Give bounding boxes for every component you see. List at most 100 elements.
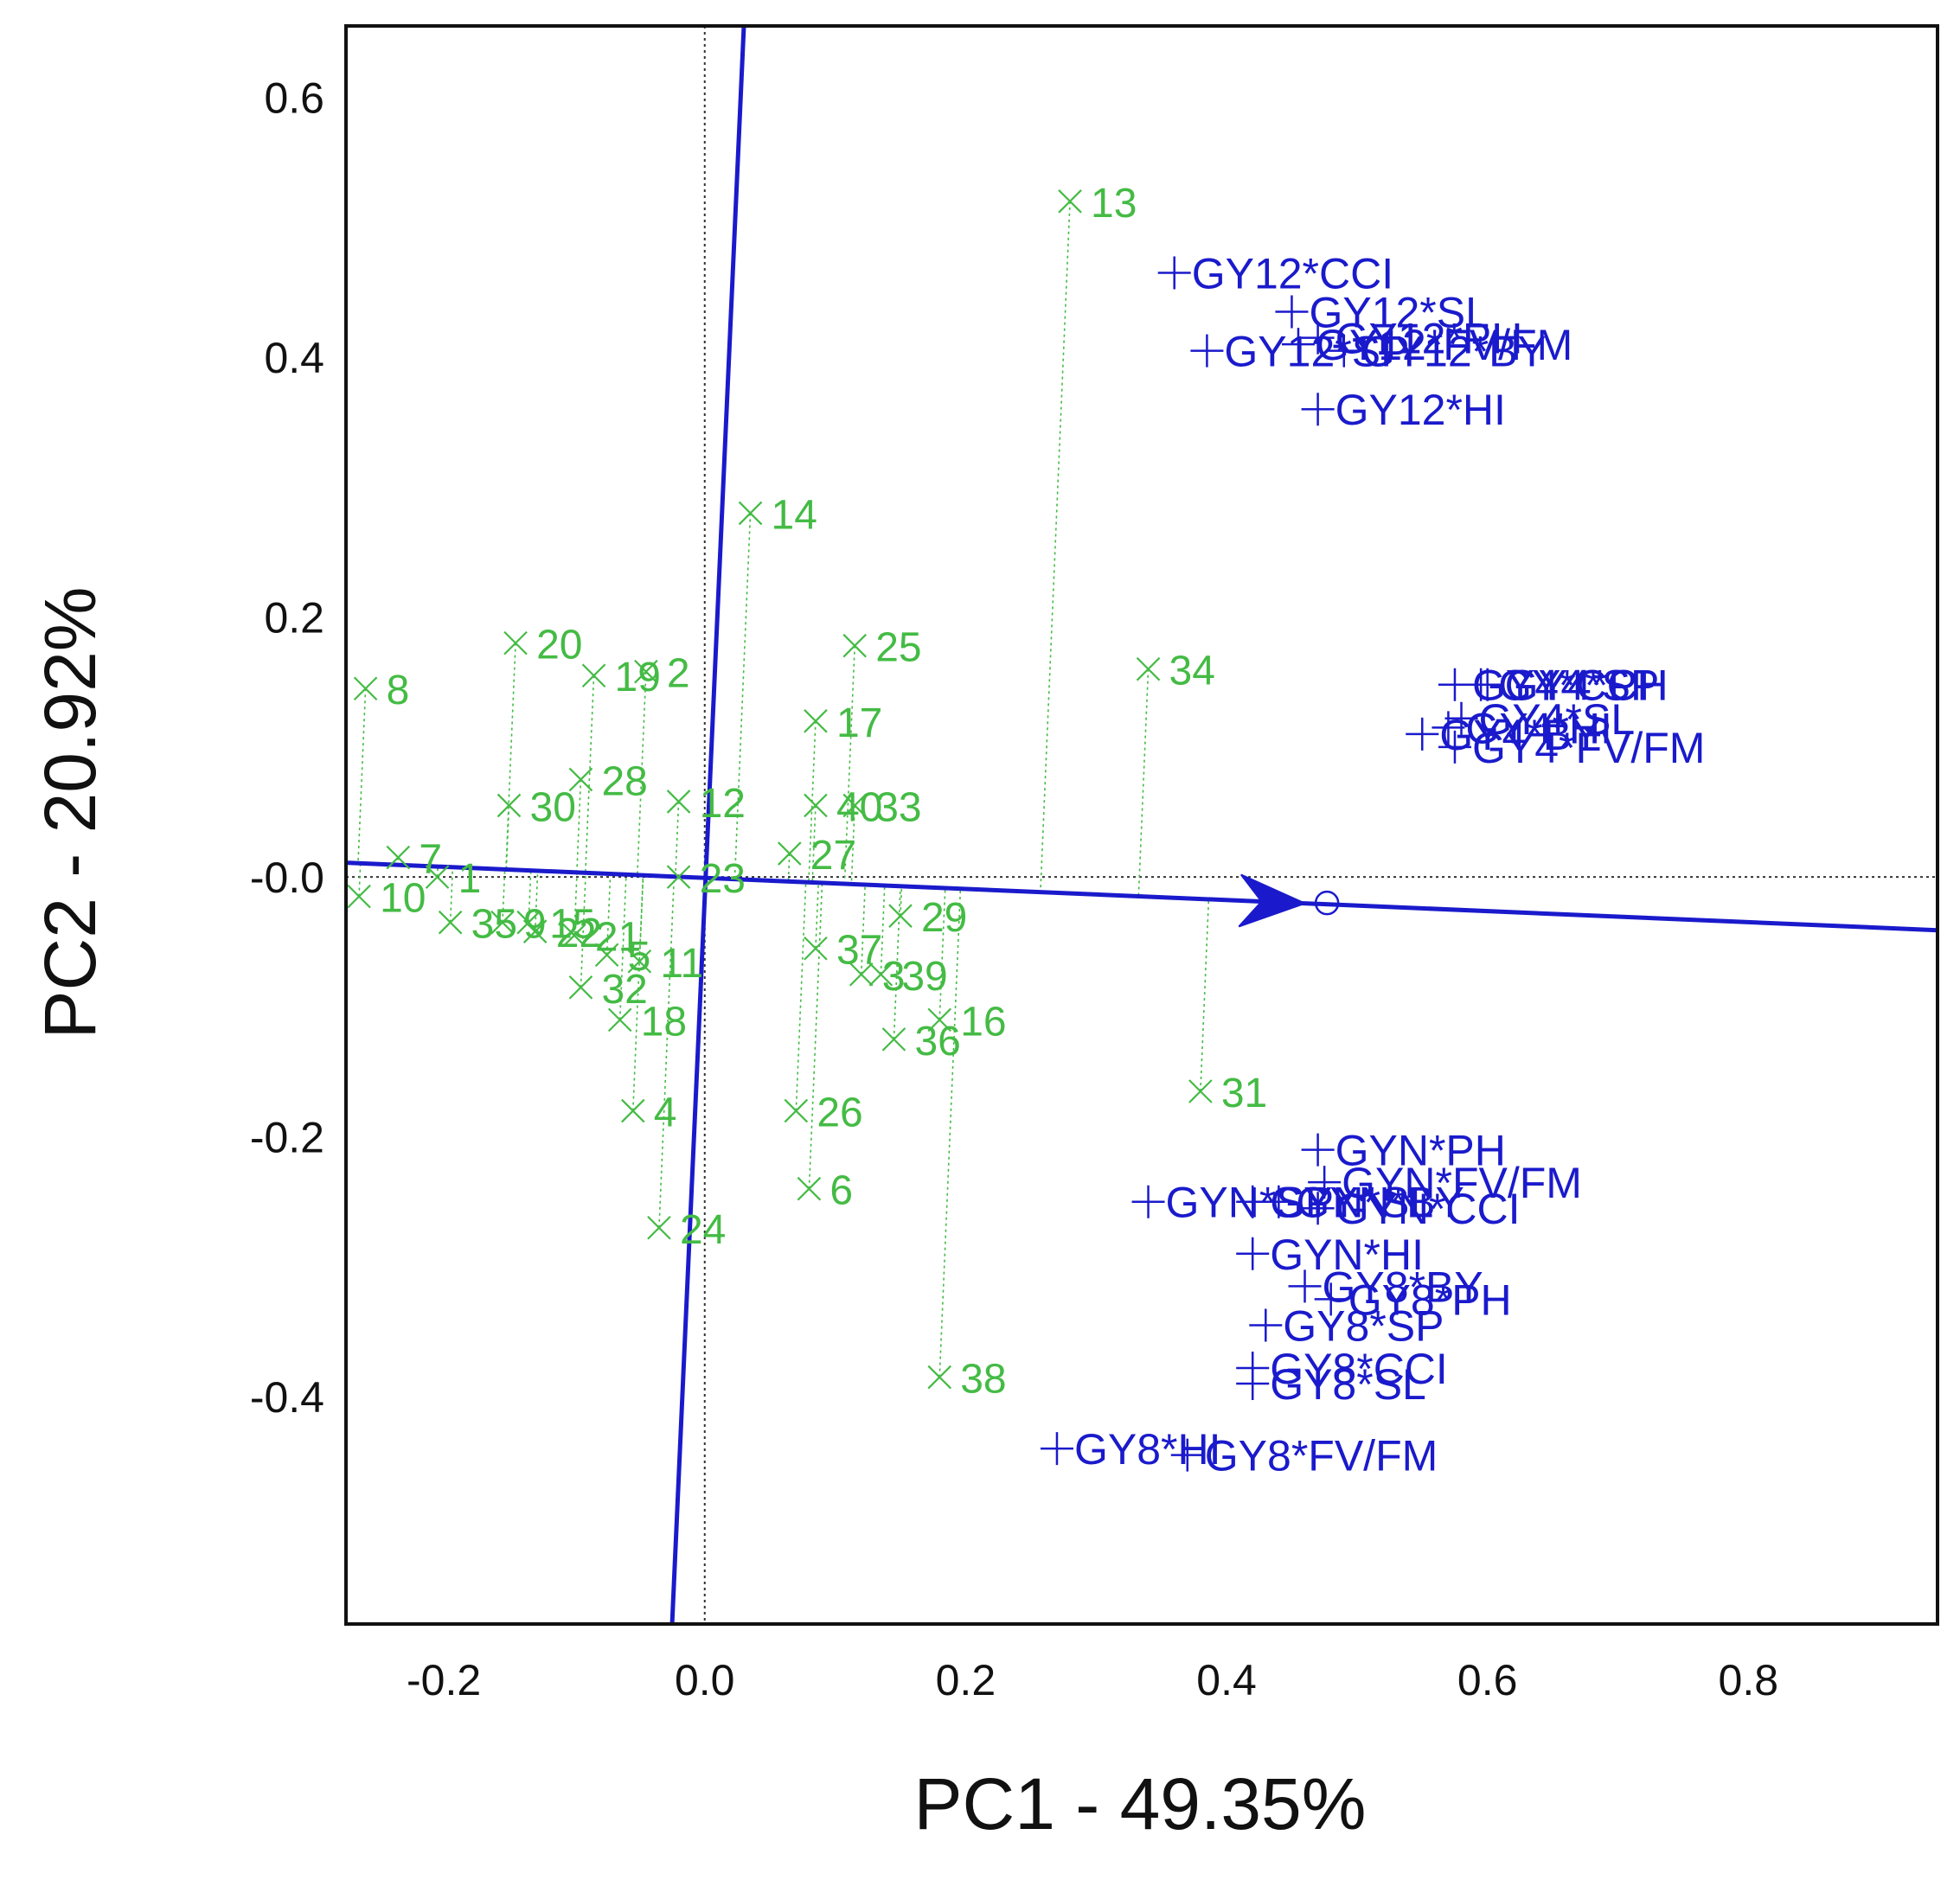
genotype-marker bbox=[581, 663, 606, 687]
trait-marker bbox=[1040, 1432, 1073, 1466]
trait-label: GY4*BY bbox=[1439, 711, 1600, 759]
projection-line bbox=[505, 805, 510, 870]
trait-marker bbox=[1157, 256, 1191, 290]
trait-label: GY8*SP bbox=[1283, 1301, 1444, 1350]
projection-line bbox=[618, 874, 627, 1020]
genotype-label: 3 bbox=[882, 954, 906, 1000]
trait-marker bbox=[1262, 1185, 1296, 1218]
projection-line bbox=[658, 876, 676, 1228]
projection-line bbox=[811, 805, 817, 883]
trait-label: GY12*FV/FM bbox=[1316, 321, 1572, 369]
trait-label: GYN*FV/FM bbox=[1342, 1159, 1582, 1207]
projection-line bbox=[1200, 898, 1210, 1092]
x-tick-label: -0.2 bbox=[407, 1656, 481, 1704]
genotype-marker bbox=[927, 1007, 952, 1033]
genotype-marker bbox=[842, 793, 867, 818]
genotype-label: 38 bbox=[960, 1357, 1006, 1403]
genotype-projection-lines bbox=[357, 201, 1210, 1378]
genotype-label: 11 bbox=[660, 941, 703, 987]
genotype-label: 37 bbox=[836, 928, 882, 974]
trait-marker bbox=[1301, 1133, 1335, 1167]
genotype-marker bbox=[804, 936, 828, 961]
average-environment-axis bbox=[345, 860, 1938, 933]
projection-line bbox=[528, 870, 532, 923]
trait-label: GY8*HI bbox=[1074, 1425, 1221, 1474]
trait-marker bbox=[1314, 1282, 1348, 1316]
genotype-marker bbox=[594, 943, 619, 968]
projection-line bbox=[675, 801, 680, 877]
projection-line bbox=[900, 886, 903, 917]
projection-line bbox=[795, 882, 807, 1111]
genotype-marker bbox=[425, 865, 450, 889]
genotype-label: 27 bbox=[810, 833, 856, 879]
trait-marker bbox=[1444, 701, 1478, 735]
genotype-marker bbox=[568, 767, 593, 792]
projection-line bbox=[815, 882, 820, 949]
genotype-label: 18 bbox=[641, 999, 687, 1045]
genotype-marker bbox=[797, 1176, 822, 1201]
genotype-label: 25 bbox=[875, 625, 921, 671]
projection-line bbox=[880, 885, 886, 975]
projection-line bbox=[808, 882, 823, 1189]
genotype-label: 5 bbox=[628, 934, 651, 980]
x-axis-ticks: -0.2 0.0 0.2 0.4 0.6 0.8 bbox=[407, 1656, 1778, 1704]
trait-label: GY4*SL bbox=[1479, 695, 1636, 744]
genotype-label: 26 bbox=[817, 1090, 862, 1136]
trait-marker bbox=[1432, 711, 1465, 745]
projection-line bbox=[576, 779, 582, 873]
projection-line bbox=[850, 805, 855, 885]
genotype-marker bbox=[1188, 1079, 1213, 1103]
trait-marker bbox=[1301, 393, 1335, 426]
plot-frame bbox=[344, 24, 1939, 1626]
genotype-label: 8 bbox=[387, 668, 410, 713]
genotype-label: 34 bbox=[1169, 649, 1215, 694]
genotype-label: 6 bbox=[829, 1168, 853, 1214]
genotype-label: 32 bbox=[601, 967, 647, 1013]
genotype-label: 21 bbox=[595, 915, 641, 961]
x-tick-label: 0.6 bbox=[1457, 1656, 1518, 1704]
genotype-marker bbox=[347, 884, 371, 909]
genotype-marker bbox=[621, 1098, 645, 1123]
y-axis-title: PC2 - 20.92% bbox=[29, 587, 111, 1039]
trait-label: GY8*FV/FM bbox=[1205, 1432, 1438, 1480]
projection-line bbox=[436, 866, 439, 878]
genotype-marker bbox=[568, 975, 593, 1000]
genotype-label: 14 bbox=[772, 492, 817, 538]
trait-label: GYN*BY bbox=[1296, 1179, 1464, 1227]
projection-line bbox=[1137, 668, 1150, 897]
trait-label: GY8*PH bbox=[1348, 1276, 1512, 1324]
biplot-axes bbox=[345, 25, 1938, 1625]
genotype-marker bbox=[927, 1365, 952, 1390]
genotype-marker bbox=[386, 845, 411, 870]
trait-marker bbox=[1438, 730, 1471, 764]
y-tick-label: 0.2 bbox=[264, 594, 324, 643]
genotype-label: 4 bbox=[654, 1090, 677, 1136]
genotype-marker bbox=[438, 910, 463, 935]
trait-label: GY4*PH bbox=[1505, 662, 1669, 710]
genotype-marker bbox=[503, 630, 528, 655]
genotype-marker bbox=[666, 865, 691, 889]
genotype-label: 28 bbox=[601, 758, 647, 804]
trait-marker bbox=[1288, 1269, 1322, 1303]
trait-marker bbox=[1470, 668, 1504, 701]
genotype-marker bbox=[784, 1098, 809, 1123]
genotype-label: 24 bbox=[680, 1207, 726, 1253]
genotype-label: 33 bbox=[875, 784, 921, 830]
trait-label: GY8*BY bbox=[1323, 1263, 1483, 1311]
genotype-marker bbox=[353, 676, 378, 701]
trait-marker bbox=[1249, 1308, 1283, 1342]
trait-label: GY4*HI bbox=[1465, 704, 1612, 752]
projection-line bbox=[860, 885, 866, 975]
genotype-label: 2 bbox=[667, 651, 690, 697]
genotype-label: 22 bbox=[556, 911, 602, 956]
genotype-label: 39 bbox=[901, 954, 947, 1000]
y-tick-label: -0.2 bbox=[250, 1114, 324, 1162]
genotype-marker bbox=[634, 659, 658, 684]
projection-line bbox=[1040, 201, 1071, 892]
genotype-marker bbox=[881, 1027, 906, 1052]
trait-marker bbox=[1308, 1166, 1342, 1199]
projection-line bbox=[580, 873, 586, 988]
perpendicular-axis bbox=[669, 25, 746, 1625]
trait-label: GY12*HI bbox=[1335, 386, 1506, 434]
